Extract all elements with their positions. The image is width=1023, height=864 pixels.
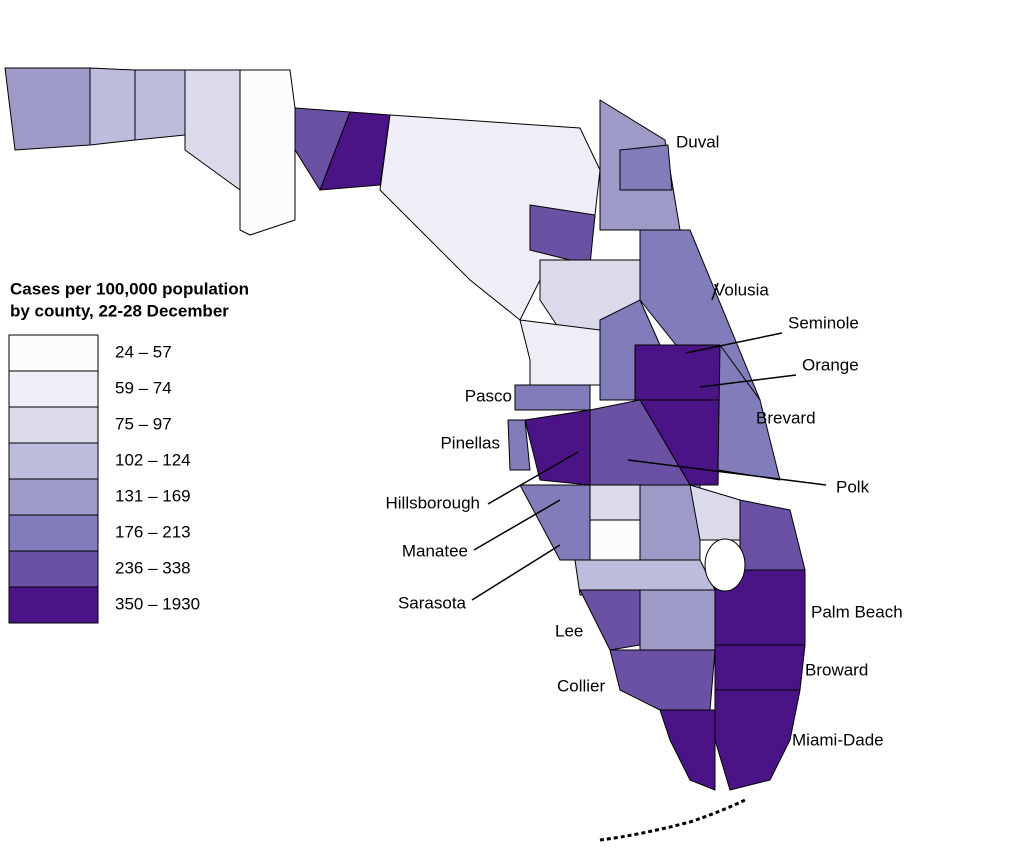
legend-label: 236 – 338 bbox=[115, 558, 191, 577]
county-label: Pinellas bbox=[440, 433, 500, 452]
county-label: Polk bbox=[836, 477, 870, 496]
county-label: Manatee bbox=[402, 541, 468, 560]
legend-label: 176 – 213 bbox=[115, 522, 191, 541]
county bbox=[524, 409, 591, 486]
leader-line bbox=[711, 282, 719, 301]
leader-line bbox=[685, 332, 783, 354]
county-label: Orange bbox=[802, 355, 859, 374]
florida-keys bbox=[599, 798, 746, 842]
county-label: Lee bbox=[555, 621, 583, 640]
county bbox=[619, 144, 673, 191]
county bbox=[739, 499, 806, 571]
leader-line bbox=[487, 451, 579, 505]
county-label: Collier bbox=[557, 676, 606, 695]
county-label: Duval bbox=[676, 132, 719, 151]
county bbox=[714, 644, 806, 691]
legend-title: by county, 22-28 December bbox=[10, 301, 229, 320]
county-label: Palm Beach bbox=[811, 602, 903, 621]
leader-line bbox=[471, 544, 561, 601]
county bbox=[184, 69, 241, 191]
county bbox=[89, 67, 136, 146]
legend-label: 59 – 74 bbox=[115, 378, 172, 397]
county bbox=[714, 689, 801, 791]
legend-label: 24 – 57 bbox=[115, 342, 172, 361]
county-label: Miami-Dade bbox=[792, 730, 884, 749]
county bbox=[579, 589, 641, 651]
lake-okeechobee bbox=[704, 538, 746, 592]
legend-swatch bbox=[8, 514, 99, 552]
legend-label: 75 – 97 bbox=[115, 414, 172, 433]
legend-swatch bbox=[8, 442, 99, 480]
county bbox=[4, 67, 91, 151]
county bbox=[659, 709, 716, 791]
legend-swatch bbox=[8, 550, 99, 588]
county-label: Broward bbox=[805, 660, 868, 679]
legend: Cases per 100,000 population by county, 2… bbox=[8, 279, 249, 624]
county-label: Seminole bbox=[788, 313, 859, 332]
leader-line bbox=[473, 499, 561, 551]
county-label: Hillsborough bbox=[386, 493, 481, 512]
legend-swatch bbox=[8, 586, 99, 624]
legend-swatch bbox=[8, 370, 99, 408]
leader-lines bbox=[471, 282, 827, 601]
legend-swatch bbox=[8, 334, 99, 372]
leader-line bbox=[627, 459, 827, 486]
legend-label: 131 – 169 bbox=[115, 486, 191, 505]
county-label: Pasco bbox=[465, 386, 512, 405]
legend-swatch bbox=[8, 406, 99, 444]
county-labels: Duval Volusia Seminole Orange Brevard Polk Pas… bbox=[386, 132, 903, 749]
county bbox=[639, 484, 701, 561]
county bbox=[519, 319, 601, 386]
county-label: Brevard bbox=[756, 408, 816, 427]
leader-line bbox=[699, 374, 797, 388]
county bbox=[589, 519, 641, 561]
legend-label: 102 – 124 bbox=[115, 450, 191, 469]
county bbox=[239, 69, 296, 236]
legend-swatch bbox=[8, 478, 99, 516]
county bbox=[589, 484, 641, 521]
counties bbox=[4, 67, 806, 791]
county bbox=[507, 419, 531, 471]
county-label: Sarasota bbox=[398, 593, 467, 612]
county bbox=[609, 649, 716, 711]
legend-title: Cases per 100,000 population bbox=[10, 279, 249, 298]
county bbox=[514, 384, 591, 411]
legend-label: 350 – 1930 bbox=[115, 594, 200, 613]
county bbox=[319, 111, 391, 191]
county bbox=[639, 589, 716, 651]
county-label: Volusia bbox=[714, 280, 769, 299]
county bbox=[634, 344, 721, 401]
county bbox=[134, 69, 186, 141]
